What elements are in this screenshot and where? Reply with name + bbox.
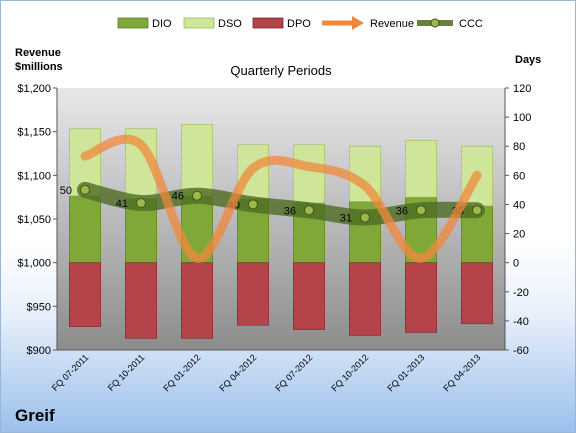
ccc-point	[416, 205, 426, 216]
left-tick-label: $1,150	[17, 127, 51, 139]
right-tick-label: 80	[513, 141, 525, 153]
legend-marker-ccc	[430, 18, 440, 28]
plot-area	[57, 88, 505, 350]
legend-swatch-dpo	[252, 17, 284, 29]
left-tick-label: $1,000	[17, 258, 51, 270]
ccc-data-label: 46	[172, 191, 184, 203]
x-tick-label: FQ 01-2013	[385, 352, 426, 393]
right-axis-title: Days	[515, 54, 541, 66]
legend-label-dpo: DPO	[287, 18, 311, 30]
legend-swatch-dso	[183, 17, 215, 29]
dpo-bar	[125, 262, 157, 339]
dpo-bar	[461, 262, 493, 325]
legend-arrowhead	[352, 16, 364, 30]
ccc-point	[80, 184, 90, 195]
x-tick-label: FQ 10-2012	[329, 352, 370, 393]
x-tick-label: FQ 07-2011	[50, 352, 91, 393]
ccc-point	[136, 197, 146, 208]
dpo-bar	[405, 262, 437, 333]
x-tick-label: FQ 04-2012	[217, 352, 258, 393]
right-tick-label: -60	[513, 345, 529, 357]
ccc-point	[472, 205, 482, 216]
dso-bar	[405, 140, 437, 198]
right-tick-label: 20	[513, 229, 525, 241]
legend: DIO DSO DPO Revenue CCC	[117, 16, 483, 30]
ccc-point	[360, 212, 370, 223]
right-tick-label: -40	[513, 316, 529, 328]
dso-bar	[293, 144, 325, 204]
legend-label-dso: DSO	[218, 18, 242, 30]
ccc-point	[304, 205, 314, 216]
chart-title: Quarterly Periods	[230, 63, 332, 78]
dpo-bar	[69, 262, 101, 328]
dpo-bar	[293, 262, 325, 330]
dio-bar	[69, 195, 101, 263]
left-tick-label: $900	[27, 345, 51, 357]
left-tick-label: $950	[27, 301, 51, 313]
left-tick-label: $1,200	[17, 83, 51, 95]
legend-label-dio: DIO	[152, 18, 172, 30]
ccc-point	[192, 190, 202, 201]
right-tick-label: 0	[513, 258, 519, 270]
ccc-data-label: 41	[116, 198, 128, 210]
x-tick-label: FQ 07-2012	[273, 352, 314, 393]
revenue-line	[80, 134, 482, 263]
ccc-data-label: 31	[340, 213, 352, 225]
left-tick-label: $1,100	[17, 170, 51, 182]
ccc-data-label: 36	[396, 205, 408, 217]
dso-bar	[181, 124, 213, 197]
right-tick-label: 40	[513, 199, 525, 211]
ccc-data-label: 36	[284, 205, 296, 217]
legend-label-ccc: CCC	[459, 18, 483, 30]
left-axis-title-line2: $millions	[15, 61, 63, 73]
right-tick-label: 60	[513, 170, 525, 182]
legend-swatch-dio	[117, 17, 149, 29]
dpo-bar	[237, 262, 269, 326]
left-tick-label: $1,050	[17, 214, 51, 226]
x-tick-label: FQ 01-2012	[161, 352, 202, 393]
right-tick-label: 100	[513, 112, 531, 124]
x-tick-label: FQ 04-2013	[441, 352, 482, 393]
dpo-bar	[349, 262, 381, 336]
ccc-point	[248, 199, 258, 210]
company-name: Greif	[15, 406, 55, 425]
legend-label-revenue: Revenue	[370, 18, 414, 30]
dpo-bar	[181, 262, 213, 339]
x-tick-label: FQ 10-2011	[106, 352, 147, 393]
right-tick-label: 120	[513, 83, 531, 95]
left-axis-title-line1: Revenue	[15, 47, 61, 59]
ccc-data-label: 50	[60, 185, 72, 197]
right-tick-label: -20	[513, 287, 529, 299]
